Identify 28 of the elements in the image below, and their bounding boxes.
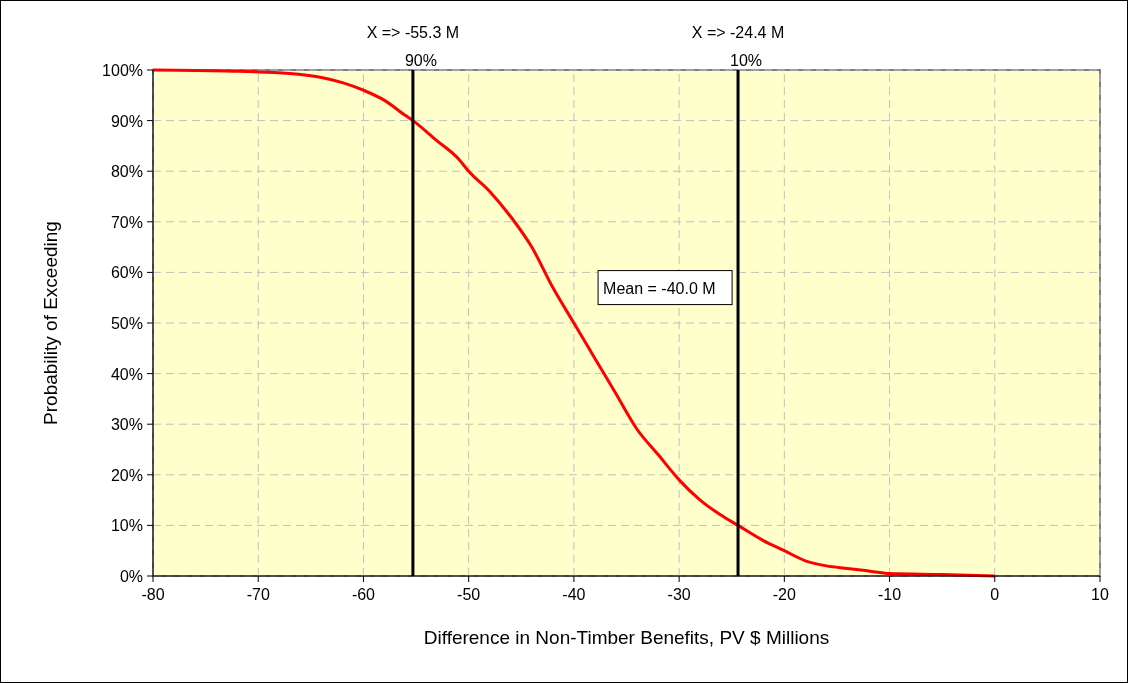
y-tick-label: 100% — [102, 62, 143, 79]
x-tick-label: -80 — [141, 586, 165, 603]
y-tick-label: 60% — [110, 264, 143, 282]
x-tick-label: -10 — [877, 586, 902, 603]
annotation: Mean = -40.0 M — [603, 279, 716, 297]
x-tick-label: -40 — [562, 586, 586, 603]
y-tick-label: 90% — [110, 112, 143, 130]
x-tick-label: -20 — [772, 586, 796, 603]
y-tick-label: 70% — [110, 213, 143, 231]
x-tick-label: 10 — [1091, 586, 1109, 603]
y-axis-title: Probability of Exceeding — [40, 221, 61, 425]
x-tick-label: -60 — [351, 586, 376, 603]
ref-line-label: X => -24.4 M — [691, 24, 785, 41]
y-tick-label: 0% — [119, 568, 143, 585]
y-tick-label: 50% — [110, 315, 143, 332]
y-tick-label: 40% — [110, 365, 143, 383]
y-tick-label: 10% — [110, 517, 143, 535]
y-tick-label: 30% — [110, 416, 143, 434]
ref-line-label: X => -55.3 M — [366, 24, 460, 41]
annotation: 10% — [730, 52, 763, 69]
y-tick-label: 20% — [110, 466, 143, 484]
x-tick-label: -70 — [246, 586, 270, 603]
x-axis-title: Difference in Non-Timber Benefits, PV $ Millions — [423, 627, 830, 648]
annotation: 90% — [404, 52, 437, 69]
x-tick-label: -30 — [667, 586, 691, 603]
x-tick-label: 0 — [990, 586, 1000, 603]
x-tick-label: -50 — [457, 586, 481, 603]
y-tick-label: 80% — [110, 163, 143, 181]
